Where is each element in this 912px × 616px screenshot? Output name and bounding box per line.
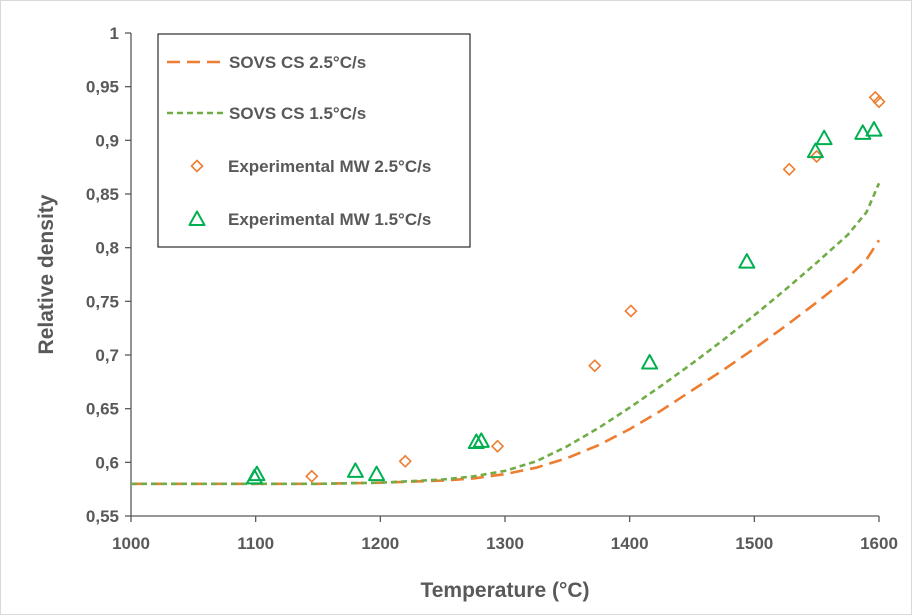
legend-triangle-swatch [188,210,206,226]
series-line [131,239,881,486]
legend-items: SOVS CS 2.5°C/s SOVS CS 1.5°C/s Experiment… [167,53,431,229]
diamond-data-point [398,454,412,468]
legend: SOVS CS 2.5°C/s SOVS CS 1.5°C/s Experiment… [157,33,471,248]
y-tick-label: 0,55 [86,507,119,526]
x-tick-label: 1500 [735,534,773,553]
legend-label: SOVS CS 2.5°C/s [229,53,366,72]
y-tick-label: 0,75 [86,292,119,311]
triangle-data-point [248,465,266,482]
diamond-data-point [490,439,505,453]
diamond-data-point [305,469,319,483]
triangle-data-point [865,121,883,137]
diamond-data-point [872,95,886,109]
triangle-data-point [854,124,872,140]
triangle-data-point [467,433,485,449]
x-tick-label: 1100 [237,534,274,553]
y-axis-title: Relative density [35,194,58,354]
y-tick-label: 0,7 [95,346,119,365]
diamond-data-point [810,149,824,164]
triangle-data-point [472,432,490,448]
triangle-data-point [641,354,659,370]
diamond-data-point [624,304,638,318]
legend-label: Experimental MW 1.5°C/s [228,210,431,229]
legend-diamond-swatch [190,159,204,173]
y-tick-label: 1 [110,24,119,43]
x-tick-label: 1000 [112,534,150,553]
triangle-data-point [738,253,756,269]
legend-label: Experimental MW 2.5°C/s [228,157,431,176]
x-axis-title: Temperature (°C) [420,579,589,602]
diamond-data-point [782,162,796,176]
x-tick-label: 1600 [860,534,898,553]
ticks: 0,55 0,6 0,65 0,7 0,75 0,8 0,85 0,9 0,95 1 1000 110… [86,24,898,553]
y-tick-label: 0,85 [86,185,119,204]
triangle-data-point [815,129,833,146]
diamond-data-point [588,359,602,373]
x-tick-label: 1300 [486,534,524,553]
series-layer [131,90,886,486]
legend-box [157,33,471,248]
y-tick-label: 0,9 [95,131,119,150]
triangle-data-point [806,142,824,159]
triangle-data-point [368,465,386,482]
legend-label: SOVS CS 1.5°C/s [229,104,366,123]
y-tick-label: 0,65 [86,400,119,419]
series-line [131,182,881,486]
x-tick-label: 1200 [361,534,399,553]
x-tick-label: 1400 [611,534,649,553]
triangle-data-point [346,462,364,478]
y-tick-label: 0,6 [95,453,119,472]
y-tick-label: 0,95 [86,78,119,97]
y-tick-label: 0,8 [95,239,119,258]
